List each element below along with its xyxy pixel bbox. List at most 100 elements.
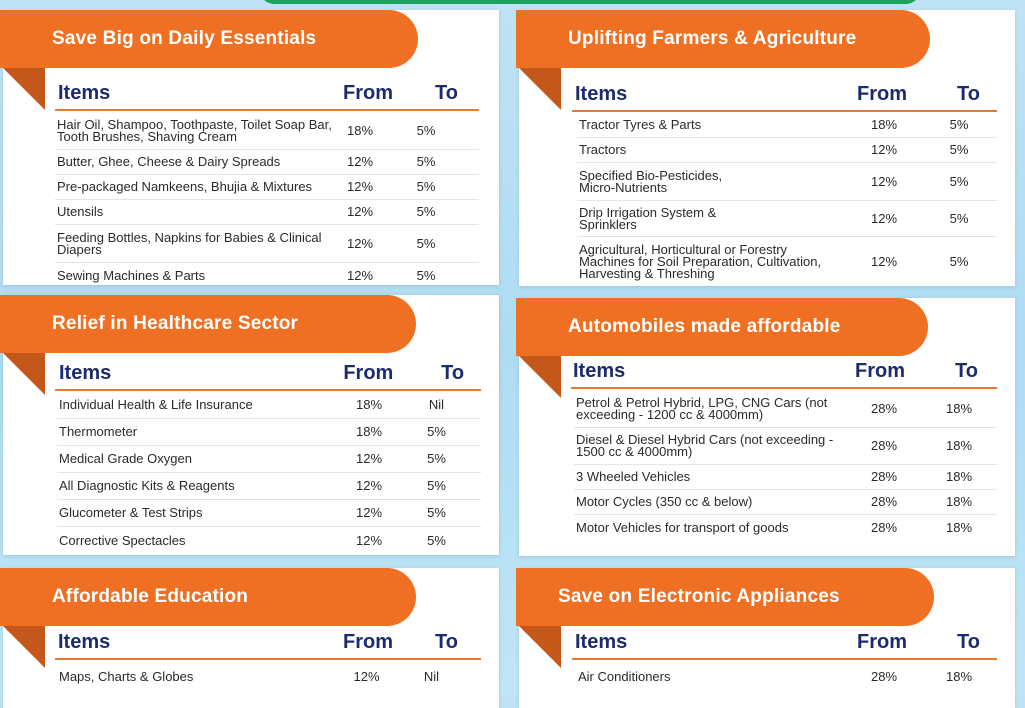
rate-to: 5% — [427, 424, 446, 439]
rate-to: Nil — [423, 669, 440, 684]
column-items: Items — [573, 360, 626, 382]
rate-to: 5% — [427, 505, 446, 520]
item-name: Agricultural, Horticultural or Forestry … — [579, 242, 822, 281]
column-from: From — [857, 631, 907, 653]
table-row: Pre-packaged Namkeens, Bhujia & Mixtures… — [55, 175, 479, 200]
table-row: Air Conditioners 28% 18% — [576, 664, 997, 690]
column-items: Items — [575, 631, 628, 653]
rate-from: 12% — [355, 532, 383, 548]
rate-from: 12% — [870, 142, 898, 157]
rate-from: 12% — [870, 173, 898, 189]
table-row: Medical Grade Oxygen 12% 5% — [57, 446, 481, 473]
table-row: Tractors 12% 5% — [577, 138, 997, 163]
rate-to: 5% — [416, 235, 436, 251]
rate-from: 12% — [347, 179, 374, 194]
item-name: Individual Health & Life Insurance — [59, 397, 253, 412]
table-row: Maps, Charts & Globes 12% Nil — [57, 664, 481, 690]
column-to: To — [957, 83, 980, 105]
rate-from: 12% — [347, 154, 374, 169]
item-name: Sewing Machines & Parts — [57, 267, 206, 283]
rate-from: 18% — [355, 424, 383, 439]
rate-to: 18% — [945, 469, 973, 484]
rate-from: 12% — [355, 478, 383, 493]
table-body: Maps, Charts & Globes 12% Nil — [57, 664, 481, 690]
card-electronics: Save on Electronic Appliances Items From… — [516, 568, 1015, 708]
item-name: Hair Oil, Shampoo, Toothpaste, Toilet So… — [57, 116, 332, 144]
table-body: Individual Health & Life Insurance 18% N… — [57, 392, 481, 554]
rate-to: 5% — [949, 142, 969, 157]
card-healthcare: Relief in Healthcare Sector Items From T… — [0, 295, 499, 555]
item-name: Thermometer — [59, 424, 138, 439]
card-education: Affordable Education Items From To Maps,… — [0, 568, 499, 708]
banner-fold — [3, 353, 45, 395]
banner-fold — [519, 626, 561, 668]
item-name: Maps, Charts & Globes — [59, 669, 194, 684]
banner-fold — [519, 356, 561, 398]
table-header: Items From To — [572, 68, 997, 112]
rate-from: 12% — [347, 204, 374, 219]
item-name: Medical Grade Oxygen — [59, 451, 192, 466]
card-daily-essentials: Save Big on Daily Essentials Items From … — [0, 10, 499, 288]
item-name: Utensils — [57, 204, 104, 219]
column-from: From — [343, 82, 393, 104]
item-name: Pre-packaged Namkeens, Bhujia & Mixtures — [57, 179, 313, 194]
table-row: Glucometer & Test Strips 12% 5% — [57, 500, 481, 527]
item-name: Air Conditioners — [578, 669, 671, 684]
section-title: Save Big on Daily Essentials — [0, 10, 418, 68]
table-header: Items From To — [572, 622, 997, 660]
rate-to: 18% — [945, 438, 973, 453]
rate-from: 18% — [355, 397, 383, 412]
table-row: Petrol & Petrol Hybrid, LPG, CNG Cars (n… — [574, 390, 997, 428]
rate-from: 28% — [870, 469, 898, 484]
section-title: Uplifting Farmers & Agriculture — [516, 10, 930, 68]
table-row: Butter, Ghee, Cheese & Dairy Spreads 12%… — [55, 150, 479, 175]
rate-to: 5% — [949, 254, 969, 269]
table-row: Diesel & Diesel Hybrid Cars (not exceedi… — [574, 428, 997, 465]
item-name: Petrol & Petrol Hybrid, LPG, CNG Cars (n… — [576, 394, 828, 422]
table-body: Hair Oil, Shampoo, Toothpaste, Toilet So… — [55, 112, 479, 288]
table-row: All Diagnostic Kits & Reagents 12% 5% — [57, 473, 481, 500]
rate-to: 5% — [427, 478, 446, 493]
column-to: To — [955, 360, 978, 382]
table-row: Motor Cycles (350 cc & below) 28% 18% — [574, 490, 997, 515]
rate-to: 5% — [416, 267, 436, 283]
section-title: Relief in Healthcare Sector — [0, 295, 416, 353]
table-header: Items From To — [55, 353, 481, 391]
rate-to: 18% — [945, 400, 973, 416]
rate-from: 12% — [353, 669, 380, 684]
rate-from: 12% — [870, 210, 898, 226]
rate-from: 18% — [347, 122, 374, 138]
column-items: Items — [59, 362, 112, 384]
rate-to: 5% — [949, 117, 969, 132]
column-items: Items — [58, 82, 111, 104]
table-row: Thermometer 18% 5% — [57, 419, 481, 446]
rate-to: 5% — [416, 179, 436, 194]
column-to: To — [435, 82, 458, 104]
rate-to: 5% — [427, 451, 446, 466]
item-name: Drip Irrigation System & Sprinklers — [579, 204, 717, 232]
rate-from: 12% — [347, 235, 374, 251]
table-row: Tractor Tyres & Parts 18% 5% — [577, 113, 997, 138]
item-name: All Diagnostic Kits & Reagents — [59, 478, 235, 493]
rate-from: 12% — [347, 267, 374, 283]
item-name: Specified Bio-Pesticides, Micro-Nutrient… — [579, 167, 723, 195]
section-title: Affordable Education — [0, 568, 416, 626]
rate-to: 5% — [427, 532, 446, 548]
rate-from: 28% — [870, 669, 898, 684]
table-row: Hair Oil, Shampoo, Toothpaste, Toilet So… — [55, 112, 479, 150]
table-header: Items From To — [55, 68, 479, 111]
item-name: Butter, Ghee, Cheese & Dairy Spreads — [57, 154, 281, 169]
table-header: Items From To — [571, 352, 997, 389]
rate-to: 5% — [949, 210, 969, 226]
rate-from: 12% — [355, 505, 383, 520]
table-body: Petrol & Petrol Hybrid, LPG, CNG Cars (n… — [574, 390, 997, 540]
rate-to: Nil — [428, 397, 445, 412]
table-row: Individual Health & Life Insurance 18% N… — [57, 392, 481, 419]
top-strip — [260, 0, 920, 4]
rate-to: 18% — [945, 669, 973, 684]
item-name: Glucometer & Test Strips — [59, 505, 203, 520]
item-name: Diesel & Diesel Hybrid Cars (not exceedi… — [576, 432, 834, 459]
section-title: Automobiles made affordable — [516, 298, 928, 356]
column-items: Items — [575, 83, 628, 105]
rate-to: 5% — [416, 204, 436, 219]
